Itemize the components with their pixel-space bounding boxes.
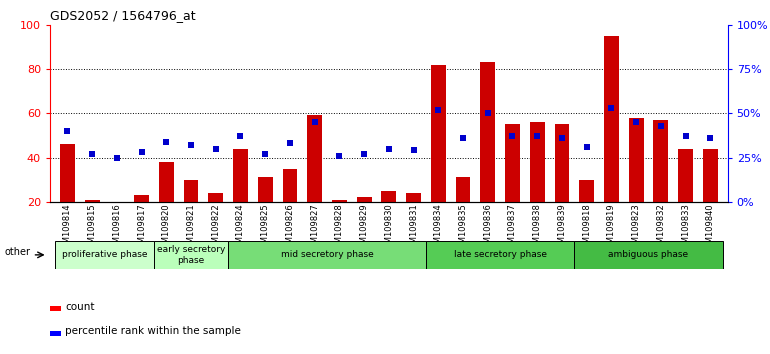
Bar (159, 162, 174, 202)
Bar (703, 149, 718, 202)
Bar (258, 177, 273, 202)
Bar (604, 36, 619, 202)
Bar (55, 241, 154, 269)
Point (160, 139, 172, 144)
Point (407, 148, 420, 153)
Bar (85, 200, 99, 202)
Point (86, 151, 99, 157)
Point (531, 133, 544, 139)
Bar (456, 177, 470, 202)
Bar (530, 122, 544, 202)
Point (61, 128, 73, 134)
Bar (505, 124, 520, 202)
Bar (381, 191, 397, 202)
Text: GDS2052 / 1564796_at: GDS2052 / 1564796_at (50, 9, 196, 22)
Bar (154, 241, 228, 269)
Bar (50, 306, 61, 311)
Bar (480, 62, 495, 202)
Point (581, 144, 593, 150)
Text: count: count (65, 302, 95, 312)
Text: early secretory
phase: early secretory phase (157, 245, 225, 264)
Point (136, 149, 148, 155)
Point (209, 146, 222, 152)
Bar (406, 193, 421, 202)
Text: late secretory phase: late secretory phase (454, 250, 547, 259)
Point (556, 135, 568, 141)
Point (234, 133, 246, 139)
Bar (50, 331, 61, 336)
Bar (233, 149, 248, 202)
Point (333, 153, 346, 159)
Point (481, 110, 494, 116)
Bar (332, 200, 346, 202)
Point (507, 133, 519, 139)
Text: other: other (5, 247, 31, 257)
Bar (134, 195, 149, 202)
Text: mid secretory phase: mid secretory phase (280, 250, 373, 259)
Point (630, 119, 642, 125)
Bar (228, 241, 426, 269)
Bar (307, 115, 322, 202)
Bar (629, 118, 644, 202)
Bar (60, 144, 75, 202)
Text: proliferative phase: proliferative phase (62, 250, 147, 259)
Bar (183, 180, 199, 202)
Point (111, 155, 123, 160)
Bar (357, 198, 372, 202)
Text: ambiguous phase: ambiguous phase (608, 250, 688, 259)
Point (605, 105, 618, 111)
Point (309, 119, 321, 125)
Point (679, 133, 691, 139)
Bar (678, 149, 693, 202)
Point (284, 141, 296, 146)
Bar (579, 180, 594, 202)
Text: percentile rank within the sample: percentile rank within the sample (65, 326, 241, 336)
Bar (283, 169, 297, 202)
Point (259, 151, 271, 157)
Point (358, 151, 370, 157)
Bar (209, 193, 223, 202)
Bar (654, 120, 668, 202)
Point (654, 123, 667, 129)
Point (457, 135, 469, 141)
Point (185, 142, 197, 148)
Bar (431, 65, 446, 202)
Bar (554, 124, 569, 202)
Point (383, 146, 395, 152)
Bar (426, 241, 574, 269)
Point (705, 135, 717, 141)
Bar (574, 241, 723, 269)
Point (432, 107, 444, 113)
